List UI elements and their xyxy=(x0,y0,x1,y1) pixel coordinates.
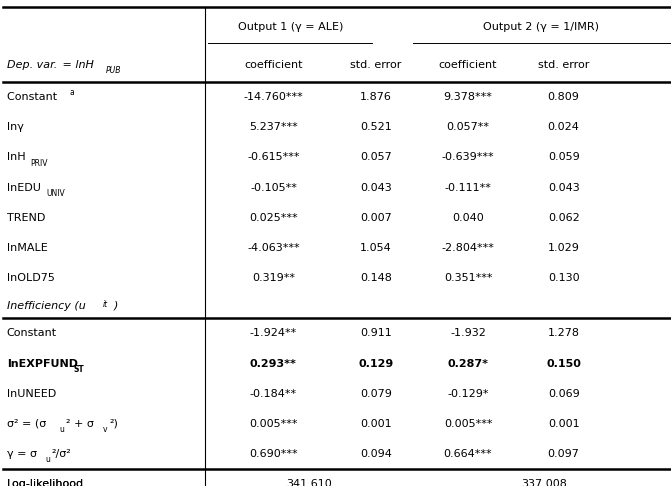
Text: 9.378***: 9.378*** xyxy=(444,92,493,102)
Text: 0.057: 0.057 xyxy=(360,153,392,162)
Text: -0.184**: -0.184** xyxy=(250,389,297,399)
Text: = lnH: = lnH xyxy=(59,60,94,69)
Text: lnH: lnH xyxy=(7,153,25,162)
Text: 0.079: 0.079 xyxy=(360,389,392,399)
Text: Output 1 (γ = ALE): Output 1 (γ = ALE) xyxy=(238,22,343,32)
Text: 0.150: 0.150 xyxy=(546,359,581,368)
Text: lnγ: lnγ xyxy=(7,122,23,132)
Text: 0.040: 0.040 xyxy=(452,213,484,223)
Text: 0.293**: 0.293** xyxy=(250,359,297,368)
Text: ²): ²) xyxy=(109,419,118,429)
Text: 0.062: 0.062 xyxy=(548,213,580,223)
Text: 0.001: 0.001 xyxy=(360,419,392,429)
Text: 0.287*: 0.287* xyxy=(448,359,488,368)
Text: 1.029: 1.029 xyxy=(548,243,580,253)
Text: 1.278: 1.278 xyxy=(548,329,580,338)
Text: -1.932: -1.932 xyxy=(450,329,486,338)
Text: PUB: PUB xyxy=(106,66,121,75)
Text: lnEXPFUND: lnEXPFUND xyxy=(7,359,78,368)
Text: PRIV: PRIV xyxy=(30,159,48,168)
Text: 0.005***: 0.005*** xyxy=(444,419,493,429)
Text: ST: ST xyxy=(74,365,85,374)
Text: 0.024: 0.024 xyxy=(548,122,580,132)
Text: ² + σ: ² + σ xyxy=(66,419,94,429)
Text: 0.094: 0.094 xyxy=(360,449,392,459)
Text: coefficient: coefficient xyxy=(244,60,303,69)
Text: Log-likelihood: Log-likelihood xyxy=(7,479,84,486)
Text: 0.148: 0.148 xyxy=(360,273,392,283)
Text: -0.111**: -0.111** xyxy=(445,183,491,192)
Text: -0.639***: -0.639*** xyxy=(442,153,495,162)
Text: -1.924**: -1.924** xyxy=(250,329,297,338)
Text: ): ) xyxy=(114,301,119,311)
Text: 0.097: 0.097 xyxy=(548,449,580,459)
Text: 1.876: 1.876 xyxy=(360,92,392,102)
Text: 0.319**: 0.319** xyxy=(252,273,295,283)
Text: -0.615***: -0.615*** xyxy=(247,153,300,162)
Text: 1.054: 1.054 xyxy=(360,243,392,253)
Text: coefficient: coefficient xyxy=(439,60,497,69)
Text: 0.130: 0.130 xyxy=(548,273,580,283)
Text: std. error: std. error xyxy=(350,60,401,69)
Text: 0.043: 0.043 xyxy=(360,183,392,192)
Text: UNIV: UNIV xyxy=(46,189,65,198)
Text: 337.008: 337.008 xyxy=(521,479,568,486)
Text: Log-likelihood: Log-likelihood xyxy=(7,479,84,486)
Text: Constant: Constant xyxy=(7,329,57,338)
Text: -0.105**: -0.105** xyxy=(250,183,297,192)
Text: 0.025***: 0.025*** xyxy=(249,213,298,223)
Text: it: it xyxy=(103,300,108,309)
Text: 0.351***: 0.351*** xyxy=(444,273,493,283)
Text: v: v xyxy=(103,425,107,434)
Text: 0.043: 0.043 xyxy=(548,183,580,192)
Text: 0.521: 0.521 xyxy=(360,122,392,132)
Text: lnUNEED: lnUNEED xyxy=(7,389,56,399)
Text: Output 2 (γ = 1/IMR): Output 2 (γ = 1/IMR) xyxy=(483,22,599,32)
Text: 341.610: 341.610 xyxy=(286,479,331,486)
Text: 0.057**: 0.057** xyxy=(446,122,490,132)
Text: 0.001: 0.001 xyxy=(548,419,580,429)
Text: u: u xyxy=(59,425,64,434)
Text: Inefficiency (u: Inefficiency (u xyxy=(7,301,85,311)
Text: γ = σ: γ = σ xyxy=(7,449,37,459)
Text: -2.804***: -2.804*** xyxy=(442,243,495,253)
Text: a: a xyxy=(69,88,74,97)
Text: 0.069: 0.069 xyxy=(548,389,580,399)
Text: -0.129*: -0.129* xyxy=(448,389,488,399)
Text: 0.664***: 0.664*** xyxy=(444,449,493,459)
Text: -4.063***: -4.063*** xyxy=(247,243,300,253)
Text: std. error: std. error xyxy=(538,60,589,69)
Text: 0.911: 0.911 xyxy=(360,329,392,338)
Text: 5.237***: 5.237*** xyxy=(249,122,298,132)
Text: 0.005***: 0.005*** xyxy=(249,419,298,429)
Text: -14.760***: -14.760*** xyxy=(244,92,303,102)
Text: TREND: TREND xyxy=(7,213,45,223)
Text: lnEDU: lnEDU xyxy=(7,183,40,192)
Text: lnOLD75: lnOLD75 xyxy=(7,273,54,283)
Text: lnMALE: lnMALE xyxy=(7,243,48,253)
Text: Dep. var.: Dep. var. xyxy=(7,60,57,69)
Text: 0.809: 0.809 xyxy=(548,92,580,102)
Text: ²/σ²: ²/σ² xyxy=(52,449,71,459)
Text: σ² = (σ: σ² = (σ xyxy=(7,419,46,429)
Text: 0.690***: 0.690*** xyxy=(249,449,298,459)
Text: Constant: Constant xyxy=(7,92,60,102)
Text: 0.007: 0.007 xyxy=(360,213,392,223)
Text: 0.059: 0.059 xyxy=(548,153,580,162)
Text: 0.129: 0.129 xyxy=(358,359,393,368)
Text: u: u xyxy=(45,455,50,464)
